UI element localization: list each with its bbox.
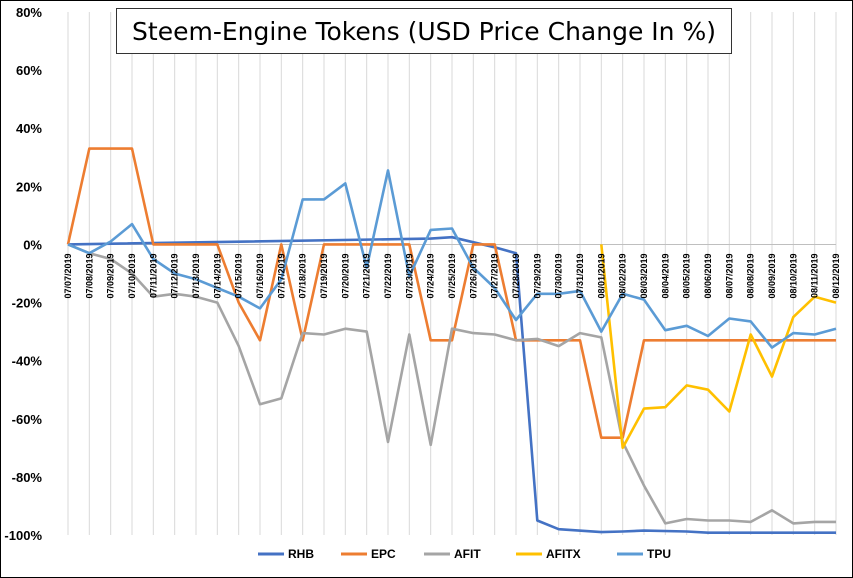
y-axis-tick-labels: 80% 60% 40% 20% 0% -20% -40% -60% -80% -100% [4,5,42,543]
legend-label-epc: EPC [371,547,396,561]
x-tick-label: 07/21/2019 [362,253,372,298]
y-tick-label: 60% [16,63,42,78]
x-tick-label: 07/17/2019 [276,253,286,298]
series-line-afitx [600,244,837,450]
x-tick-label: 07/13/2019 [191,253,201,298]
x-tick-label: 07/31/2019 [575,253,585,298]
x-tick-label: 07/30/2019 [554,253,564,298]
y-tick-label: 0% [23,237,42,252]
legend: RHB EPC AFIT AFITX TPU [258,547,671,561]
y-tick-label: -60% [12,412,43,427]
x-tick-label: 07/12/2019 [170,253,180,298]
x-tick-label: 07/22/2019 [383,253,393,298]
x-tick-label: 07/24/2019 [426,253,436,298]
x-tick-label: 07/20/2019 [340,253,350,298]
x-tick-label: 08/10/2019 [788,253,798,298]
x-tick-label: 07/09/2019 [106,253,116,298]
x-axis-tick-labels: 07/07/2019 07/08/2019 07/09/2019 07/10/2019… [63,253,841,298]
x-tick-label: 07/18/2019 [298,253,308,298]
x-tick-label: 07/28/2019 [511,253,521,298]
x-tick-label: 08/12/2019 [831,253,841,298]
x-tick-label: 07/08/2019 [84,253,94,298]
x-tick-label: 07/15/2019 [234,253,244,298]
legend-label-rhb: RHB [288,547,314,561]
x-tick-label: 07/23/2019 [404,253,414,298]
x-tick-label: 07/29/2019 [532,253,542,298]
series-line-afit [67,243,836,525]
x-tick-label: 08/06/2019 [703,253,713,298]
x-tick-label: 07/14/2019 [212,253,222,298]
series-line-tpu [67,169,837,349]
vertical-gridlines [67,12,837,535]
y-tick-label: -20% [12,296,43,311]
x-tick-label: 07/07/2019 [63,253,73,298]
chart-title: Steem-Engine Tokens (USD Price Change In… [116,8,732,54]
x-tick-label: 07/11/2019 [148,253,158,298]
y-tick-label: -40% [12,354,43,369]
x-tick-label: 07/16/2019 [255,253,265,298]
legend-label-afitx: AFITX [546,547,581,561]
y-tick-label: -80% [12,470,43,485]
x-tick-label: 08/03/2019 [639,253,649,298]
x-tick-label: 08/04/2019 [660,253,670,298]
x-tick-label: 07/19/2019 [319,253,329,298]
x-tick-label: 08/08/2019 [746,253,756,298]
series-lines [66,147,837,534]
y-tick-label: 80% [16,5,42,20]
x-tick-label: 07/25/2019 [447,253,457,298]
legend-label-tpu: TPU [647,547,671,561]
series-line-epc [66,147,836,439]
x-tick-label: 08/07/2019 [724,253,734,298]
x-tick-label: 08/09/2019 [767,253,777,298]
y-tick-label: 40% [16,121,42,136]
x-tick-label: 07/26/2019 [468,253,478,298]
series-line-rhb [67,235,836,534]
x-tick-label: 07/27/2019 [490,253,500,298]
x-tick-label: 08/05/2019 [682,253,692,298]
y-tick-label: 20% [16,179,42,194]
x-tick-label: 08/02/2019 [618,253,628,298]
x-tick-label: 07/10/2019 [127,253,137,298]
legend-label-afit: AFIT [454,547,481,561]
x-tick-label: 08/11/2019 [810,253,820,298]
y-tick-label: -100% [4,528,42,543]
x-tick-label: 08/01/2019 [596,253,606,298]
